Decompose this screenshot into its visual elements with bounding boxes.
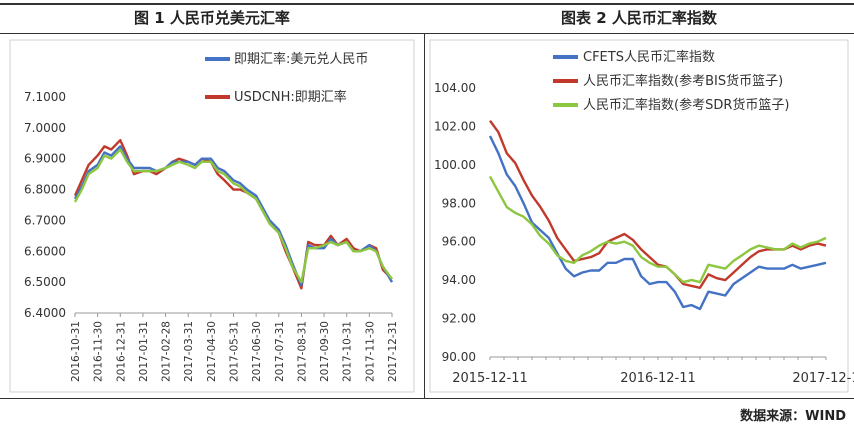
chart1-series-line-2 <box>73 148 393 284</box>
chart2-y-tick-label-6: 102.00 <box>434 119 476 133</box>
chart1-x-tick-label-13: 2017-11-30 <box>364 321 376 382</box>
chart1-legend-label-1: USDCNH:即期汇率 <box>234 89 347 105</box>
chart1-usdcny-exchange-rate: 6.4000 6.5000 6.6000 6.7000 6.8000 6.9000 7.00… <box>9 39 415 393</box>
chart1-y-tick-label-7: 7.1000 <box>24 90 66 104</box>
chart2-y-tick-label-1: 92.00 <box>442 312 476 326</box>
chart2-x-tick-label-0: 2015-12-11 <box>452 371 528 386</box>
data-source-label: 数据来源：WIND <box>740 409 846 424</box>
chart2-legend-label-1: 人民币汇率指数(参考BIS货币篮子) <box>583 73 783 89</box>
chart1-y-tick-label-4: 6.8000 <box>24 183 66 197</box>
chart2-x-tick-label-2: 2017-12-1 <box>792 371 854 386</box>
chart1-y-tick-label-3: 6.7000 <box>24 213 66 227</box>
chart1-x-tick-label-1: 2016-11-30 <box>93 321 105 382</box>
chart2-series-line-0 <box>488 135 827 311</box>
chart1-y-tick-label-1: 6.5000 <box>24 275 66 289</box>
chart1-x-tick-label-7: 2017-05-31 <box>229 321 241 382</box>
chart2-series-line-2 <box>488 175 827 284</box>
top-rule <box>0 3 854 5</box>
chart1-y-tick-label-6: 7.0000 <box>24 121 66 135</box>
chart2-legend-label-2: 人民币汇率指数(参考SDR货币篮子) <box>583 97 789 113</box>
chart1-x-tick-label-0: 2016-10-31 <box>70 321 82 382</box>
chart2-series-line-1 <box>489 119 827 289</box>
chart1-legend-label-0: 即期汇率:美元兑人民币 <box>234 51 368 67</box>
chart2-y-tick-label-2: 94.00 <box>442 273 476 287</box>
chart1-y-tick-label-0: 6.4000 <box>24 306 66 320</box>
bottom-rule <box>0 398 854 399</box>
chart1-x-tick-label-9: 2017-07-31 <box>274 321 286 382</box>
chart2-x-tick-label-1: 2016-12-11 <box>620 371 696 386</box>
chart2-y-tick-label-7: 104.00 <box>434 81 476 95</box>
panel-divider <box>424 33 425 398</box>
chart2-frame <box>429 39 849 393</box>
chart1-x-tick-label-12: 2017-10-31 <box>342 321 354 382</box>
chart2-y-tick-label-0: 90.00 <box>442 350 476 364</box>
chart1-title: 图 1 人民币兑美元汇率 <box>134 9 290 27</box>
chart1-x-tick-label-14: 2017-12-31 <box>387 321 399 382</box>
chart2-legend-label-0: CFETS人民币汇率指数 <box>583 49 715 65</box>
chart1-x-tick-label-2: 2016-12-31 <box>115 321 127 382</box>
header-rule <box>0 33 854 34</box>
chart1-x-tick-label-4: 2017-02-28 <box>161 321 173 382</box>
chart1-x-tick-label-3: 2017-01-31 <box>138 321 150 382</box>
chart1-x-tick-label-6: 2017-04-30 <box>206 321 218 382</box>
chart2-y-tick-label-5: 100.00 <box>434 158 476 172</box>
chart2-rmb-index: 90.00 92.00 94.00 96.00 98.00 100.00 102.00 104… <box>429 39 854 393</box>
chart2-y-tick-label-3: 96.00 <box>442 235 476 249</box>
chart1-y-tick-label-2: 6.6000 <box>24 244 66 258</box>
chart1-x-tick-label-11: 2017-09-30 <box>319 321 331 382</box>
chart2-title: 图表 2 人民币汇率指数 <box>561 9 717 27</box>
chart1-x-tick-label-10: 2017-08-31 <box>296 321 308 382</box>
chart1-x-tick-label-8: 2017-06-30 <box>251 321 263 382</box>
chart2-y-tick-label-4: 98.00 <box>442 196 476 210</box>
chart1-x-tick-label-5: 2017-03-31 <box>183 321 195 382</box>
chart1-y-tick-label-5: 6.9000 <box>24 152 66 166</box>
chart1-frame <box>9 39 415 393</box>
